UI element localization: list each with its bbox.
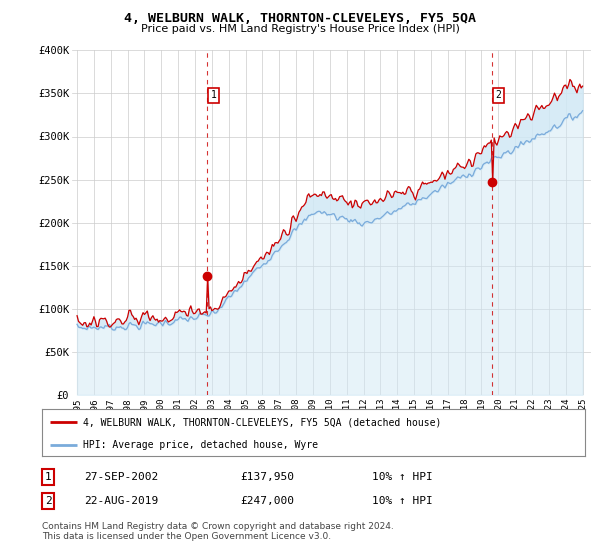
Text: £137,950: £137,950 xyxy=(240,472,294,482)
Text: 1: 1 xyxy=(211,90,217,100)
Text: Price paid vs. HM Land Registry's House Price Index (HPI): Price paid vs. HM Land Registry's House … xyxy=(140,24,460,34)
Text: HPI: Average price, detached house, Wyre: HPI: Average price, detached house, Wyre xyxy=(83,440,318,450)
Text: 22-AUG-2019: 22-AUG-2019 xyxy=(84,496,158,506)
Text: 10% ↑ HPI: 10% ↑ HPI xyxy=(372,472,433,482)
Text: 10% ↑ HPI: 10% ↑ HPI xyxy=(372,496,433,506)
Text: 2: 2 xyxy=(44,496,52,506)
Text: 1: 1 xyxy=(44,472,52,482)
Text: £247,000: £247,000 xyxy=(240,496,294,506)
Text: 4, WELBURN WALK, THORNTON-CLEVELEYS, FY5 5QA: 4, WELBURN WALK, THORNTON-CLEVELEYS, FY5… xyxy=(124,12,476,25)
Text: Contains HM Land Registry data © Crown copyright and database right 2024.
This d: Contains HM Land Registry data © Crown c… xyxy=(42,522,394,542)
Text: 2: 2 xyxy=(496,90,502,100)
Text: 4, WELBURN WALK, THORNTON-CLEVELEYS, FY5 5QA (detached house): 4, WELBURN WALK, THORNTON-CLEVELEYS, FY5… xyxy=(83,417,441,427)
Text: 27-SEP-2002: 27-SEP-2002 xyxy=(84,472,158,482)
